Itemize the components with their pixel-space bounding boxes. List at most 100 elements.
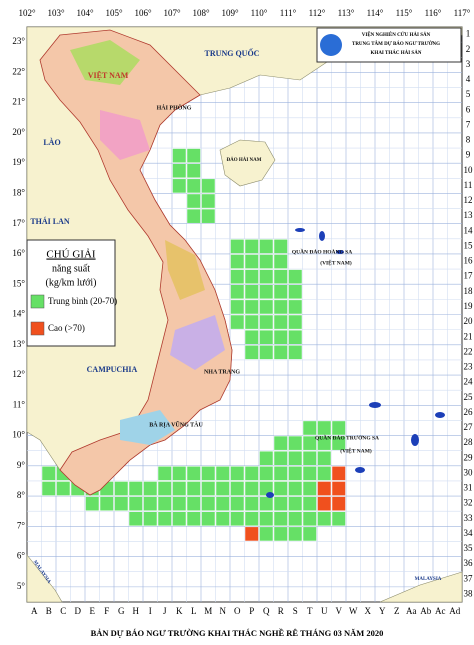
forecast-cell — [114, 496, 129, 511]
forecast-cell — [143, 511, 158, 527]
row-label: 23 — [464, 362, 474, 372]
row-label: 12 — [464, 195, 473, 205]
forecast-cell — [230, 239, 245, 254]
forecast-cell — [331, 435, 346, 451]
row-label: 36 — [464, 558, 474, 568]
row-label: 11 — [464, 180, 473, 190]
row-label: 2 — [466, 44, 471, 54]
forecast-cell — [288, 314, 303, 330]
forecast-cell — [288, 284, 303, 300]
column-label: I — [149, 606, 152, 616]
forecast-cell — [201, 511, 216, 527]
forecast-cell — [186, 193, 201, 209]
logo — [320, 34, 342, 56]
latitude-label: 18° — [12, 188, 25, 198]
latitude-label: 17° — [12, 218, 25, 228]
column-label: Aa — [406, 606, 417, 616]
place-label: (VIỆT NAM) — [340, 446, 372, 454]
place-label: TRUNG QUỐC — [205, 48, 260, 58]
province — [170, 315, 225, 370]
forecast-cell — [288, 435, 303, 451]
longitude-label: 103° — [47, 8, 65, 18]
forecast-cell — [157, 511, 172, 527]
header-line: VIỆN NGHIÊN CỨU HẢI SẢN — [362, 32, 431, 38]
forecast-cell — [273, 450, 288, 466]
borneo — [379, 571, 463, 603]
legend-title: CHÚ GIẢI — [46, 249, 96, 261]
forecast-cell — [230, 284, 245, 300]
forecast-cells — [41, 148, 346, 542]
forecast-cell — [259, 526, 274, 542]
forecast-cell — [273, 329, 288, 345]
column-label: Y — [379, 606, 386, 616]
forecast-cell — [128, 481, 143, 496]
header-box: VIỆN NGHIÊN CỨU HẢI SẢN TRUNG TÂM DỰ BÁO… — [316, 27, 462, 63]
latitude-label: 19° — [12, 157, 25, 167]
longitude-label: 110° — [251, 8, 268, 18]
province — [70, 40, 140, 85]
island — [355, 467, 365, 473]
forecast-cell — [172, 163, 187, 179]
row-label: 14 — [464, 225, 474, 235]
legend-label: Cao (>70) — [48, 323, 85, 333]
latitude-label: 7° — [17, 520, 26, 530]
forecast-cell — [288, 526, 303, 542]
row-label: 16 — [464, 256, 474, 266]
forecast-cell — [143, 496, 158, 511]
row-label: 15 — [464, 240, 474, 250]
latitude-label: 23° — [12, 36, 25, 46]
forecast-cell — [259, 299, 274, 315]
column-label: G — [118, 606, 125, 616]
forecast-cell — [259, 496, 274, 511]
forecast-cell — [230, 466, 245, 481]
column-label: B — [46, 606, 52, 616]
latitude-label: 20° — [12, 127, 25, 137]
latitude-label: 9° — [17, 460, 26, 470]
forecast-cell — [186, 481, 201, 496]
forecast-cell — [288, 450, 303, 466]
forecast-cell — [230, 496, 245, 511]
latitude-label: 14° — [12, 309, 25, 319]
column-label: U — [321, 606, 328, 616]
column-label: K — [176, 606, 183, 616]
forecast-cell — [331, 496, 346, 511]
column-label: J — [163, 606, 167, 616]
longitude-label: 102° — [18, 8, 36, 18]
forecast-cell — [259, 269, 274, 284]
legend-swatch — [30, 294, 45, 309]
place-label: VIỆT NAM — [88, 71, 129, 80]
forecast-cell — [244, 496, 259, 511]
column-label: Ad — [449, 606, 460, 616]
row-label: 24 — [464, 377, 474, 387]
row-label: 37 — [464, 573, 474, 583]
forecast-cell — [157, 466, 172, 481]
place-label: MALAYSIA — [415, 577, 442, 582]
row-label: 32 — [464, 498, 473, 508]
forecast-cell — [172, 178, 187, 194]
column-label: D — [75, 606, 82, 616]
map-title: BẢN DỰ BÁO NGƯ TRƯỜNG KHAI THÁC NGHỀ RÊ … — [91, 628, 384, 638]
column-label: M — [204, 606, 212, 616]
column-label: O — [234, 606, 241, 616]
row-label: 18 — [464, 286, 474, 296]
header-line: KHAI THÁC HẢI SẢN — [371, 50, 422, 56]
column-label: F — [104, 606, 109, 616]
forecast-cell — [302, 466, 317, 481]
column-label: E — [90, 606, 96, 616]
forecast-cell — [302, 435, 317, 451]
forecast-cell — [186, 163, 201, 179]
column-label: V — [336, 606, 343, 616]
forecast-cell — [244, 239, 259, 254]
forecast-cell — [172, 511, 187, 527]
column-label: N — [220, 606, 227, 616]
forecast-cell — [317, 511, 332, 527]
island — [319, 231, 325, 241]
latitude-label: 12° — [12, 369, 25, 379]
longitude-label: 108° — [192, 8, 210, 18]
forecast-cell — [201, 496, 216, 511]
row-label: 4 — [466, 74, 471, 84]
forecast-cell — [302, 420, 317, 436]
column-label: C — [60, 606, 66, 616]
